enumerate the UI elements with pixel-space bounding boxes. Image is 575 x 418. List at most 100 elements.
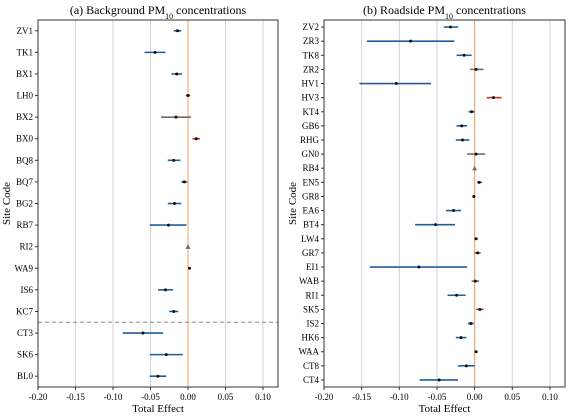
x-tick-label: -0.10 <box>390 392 409 402</box>
point-estimate-ea6 <box>452 209 456 213</box>
point-estimate-zr3 <box>409 39 413 43</box>
point-estimate-gb6 <box>460 124 464 128</box>
x-tick-label: 0.00 <box>467 392 483 402</box>
x-tick-label: -0.15 <box>66 392 85 402</box>
plot-frame <box>323 19 566 388</box>
site-label-kt4: KT4 <box>303 107 320 117</box>
x-tick-label: 0.05 <box>504 392 520 402</box>
point-estimate-waa <box>474 350 478 354</box>
site-label-zv1: ZV1 <box>17 26 34 36</box>
site-label-bl0: BL0 <box>17 371 34 381</box>
site-label-is2: IS2 <box>306 318 319 328</box>
site-label-lw4: LW4 <box>301 234 319 244</box>
site-label-bx1: BX1 <box>16 69 33 79</box>
site-label-en5: EN5 <box>303 177 320 187</box>
site-label-ct8: CT8 <box>303 361 320 371</box>
point-estimate-sk5 <box>478 307 482 311</box>
x-tick-label: -0.05 <box>141 392 160 402</box>
site-label-rb7: RB7 <box>16 220 33 230</box>
site-label-hk6: HK6 <box>302 333 320 343</box>
site-label-zv2: ZV2 <box>303 22 320 32</box>
site-label-rb4: RB4 <box>302 163 319 173</box>
x-tick-label: -0.10 <box>104 392 123 402</box>
site-label-wa9: WA9 <box>15 263 34 273</box>
site-label-ct4: CT4 <box>303 375 320 385</box>
site-label-ei1: EI1 <box>306 262 319 272</box>
point-estimate-ct4 <box>437 378 441 382</box>
site-label-kc7: KC7 <box>16 306 34 316</box>
title-prefix: (b) Roadside PM <box>363 3 445 17</box>
panel-title-a: (a) Background PM10 concentrations <box>70 3 247 21</box>
point-estimate-gr8 <box>472 194 476 198</box>
site-label-bt4: BT4 <box>303 220 320 230</box>
site-label-sk6: SK6 <box>17 350 34 360</box>
x-axis-label: Total Effect <box>132 403 184 413</box>
site-label-bq7: BQ7 <box>16 177 34 187</box>
site-label-wab: WAB <box>299 276 319 286</box>
x-tick-label: 0.10 <box>542 392 558 402</box>
x-tick-label: 0.05 <box>218 392 234 402</box>
site-label-bx0: BX0 <box>16 134 34 144</box>
point-estimate-bq7 <box>182 180 186 184</box>
site-label-gr8: GR8 <box>302 191 320 201</box>
point-estimate-ct8 <box>464 364 468 368</box>
site-label-tk1: TK1 <box>17 47 34 57</box>
point-estimate-is2 <box>469 321 473 325</box>
point-estimate-tk8 <box>462 53 466 57</box>
title-subscript: 10 <box>165 12 173 21</box>
site-label-gr7: GR7 <box>302 248 320 258</box>
title-subscript: 10 <box>445 12 453 21</box>
site-label-waa: WAA <box>299 347 320 357</box>
point-estimate-is6 <box>164 288 167 292</box>
site-label-gb6: GB6 <box>302 121 320 131</box>
point-estimate-ei1 <box>417 265 421 269</box>
point-estimate-bx1 <box>175 72 179 76</box>
point-estimate-bt4 <box>433 223 437 227</box>
point-estimate-wa9 <box>188 266 191 270</box>
point-estimate-ri1 <box>455 293 459 297</box>
site-label-bx2: BX2 <box>16 112 33 122</box>
point-estimate-gn0 <box>474 152 478 156</box>
panel-background: -0.20 -0.15 -0.10 -0.05 0.00 0.05 0.10 ZV1 TK1 BX… <box>1 3 279 415</box>
site-label-zr3: ZR3 <box>303 36 320 46</box>
panel-title-b: (b) Roadside PM10 concentrations <box>363 3 526 21</box>
point-estimate-ct3 <box>141 331 145 335</box>
x-tick-label: -0.15 <box>352 392 371 402</box>
site-label-ri1: RI1 <box>306 290 320 300</box>
panel-roadside: -0.20 -0.15 -0.10 -0.05 0.00 0.05 0.10 ZV2 ZR3 TK… <box>287 3 566 415</box>
x-tick-label: -0.20 <box>315 392 334 402</box>
point-estimate-rb4 <box>472 165 478 171</box>
title-prefix: (a) Background PM <box>70 3 166 17</box>
point-estimate-gr7 <box>476 251 480 255</box>
point-estimate-hv1 <box>394 82 398 86</box>
point-estimate-zv2 <box>449 25 453 29</box>
site-label-bg2: BG2 <box>16 199 33 209</box>
site-label-gn0: GN0 <box>302 149 320 159</box>
site-label-ea6: EA6 <box>303 206 320 216</box>
point-estimate-bg2 <box>173 202 176 205</box>
point-estimate-zv1 <box>176 29 179 33</box>
site-label-tk8: TK8 <box>303 50 320 60</box>
point-estimate-kc7 <box>172 309 176 313</box>
point-estimate-en5 <box>477 180 481 184</box>
point-estimate-rhg <box>461 138 465 142</box>
point-estimate-tk1 <box>153 50 157 54</box>
point-estimate-bl0 <box>156 374 160 378</box>
site-label-hv3: HV3 <box>302 93 320 103</box>
point-estimate-kt4 <box>470 110 474 114</box>
point-estimate-bx2 <box>174 115 178 119</box>
site-label-sk5: SK5 <box>303 304 320 314</box>
title-suffix: concentrations <box>453 3 526 17</box>
y-axis-label: Site Code <box>1 182 13 225</box>
plot-frame <box>37 19 279 388</box>
x-axis-label: Total Effect <box>419 403 471 413</box>
site-label-ri2: RI2 <box>20 242 34 252</box>
title-suffix: concentrations <box>173 3 246 17</box>
site-label-lh0: LH0 <box>17 91 34 101</box>
y-axis-label: Site Code <box>287 182 299 225</box>
x-tick-label: -0.05 <box>428 392 447 402</box>
x-tick-label: -0.20 <box>29 392 48 402</box>
point-estimate-hv3 <box>491 96 495 100</box>
